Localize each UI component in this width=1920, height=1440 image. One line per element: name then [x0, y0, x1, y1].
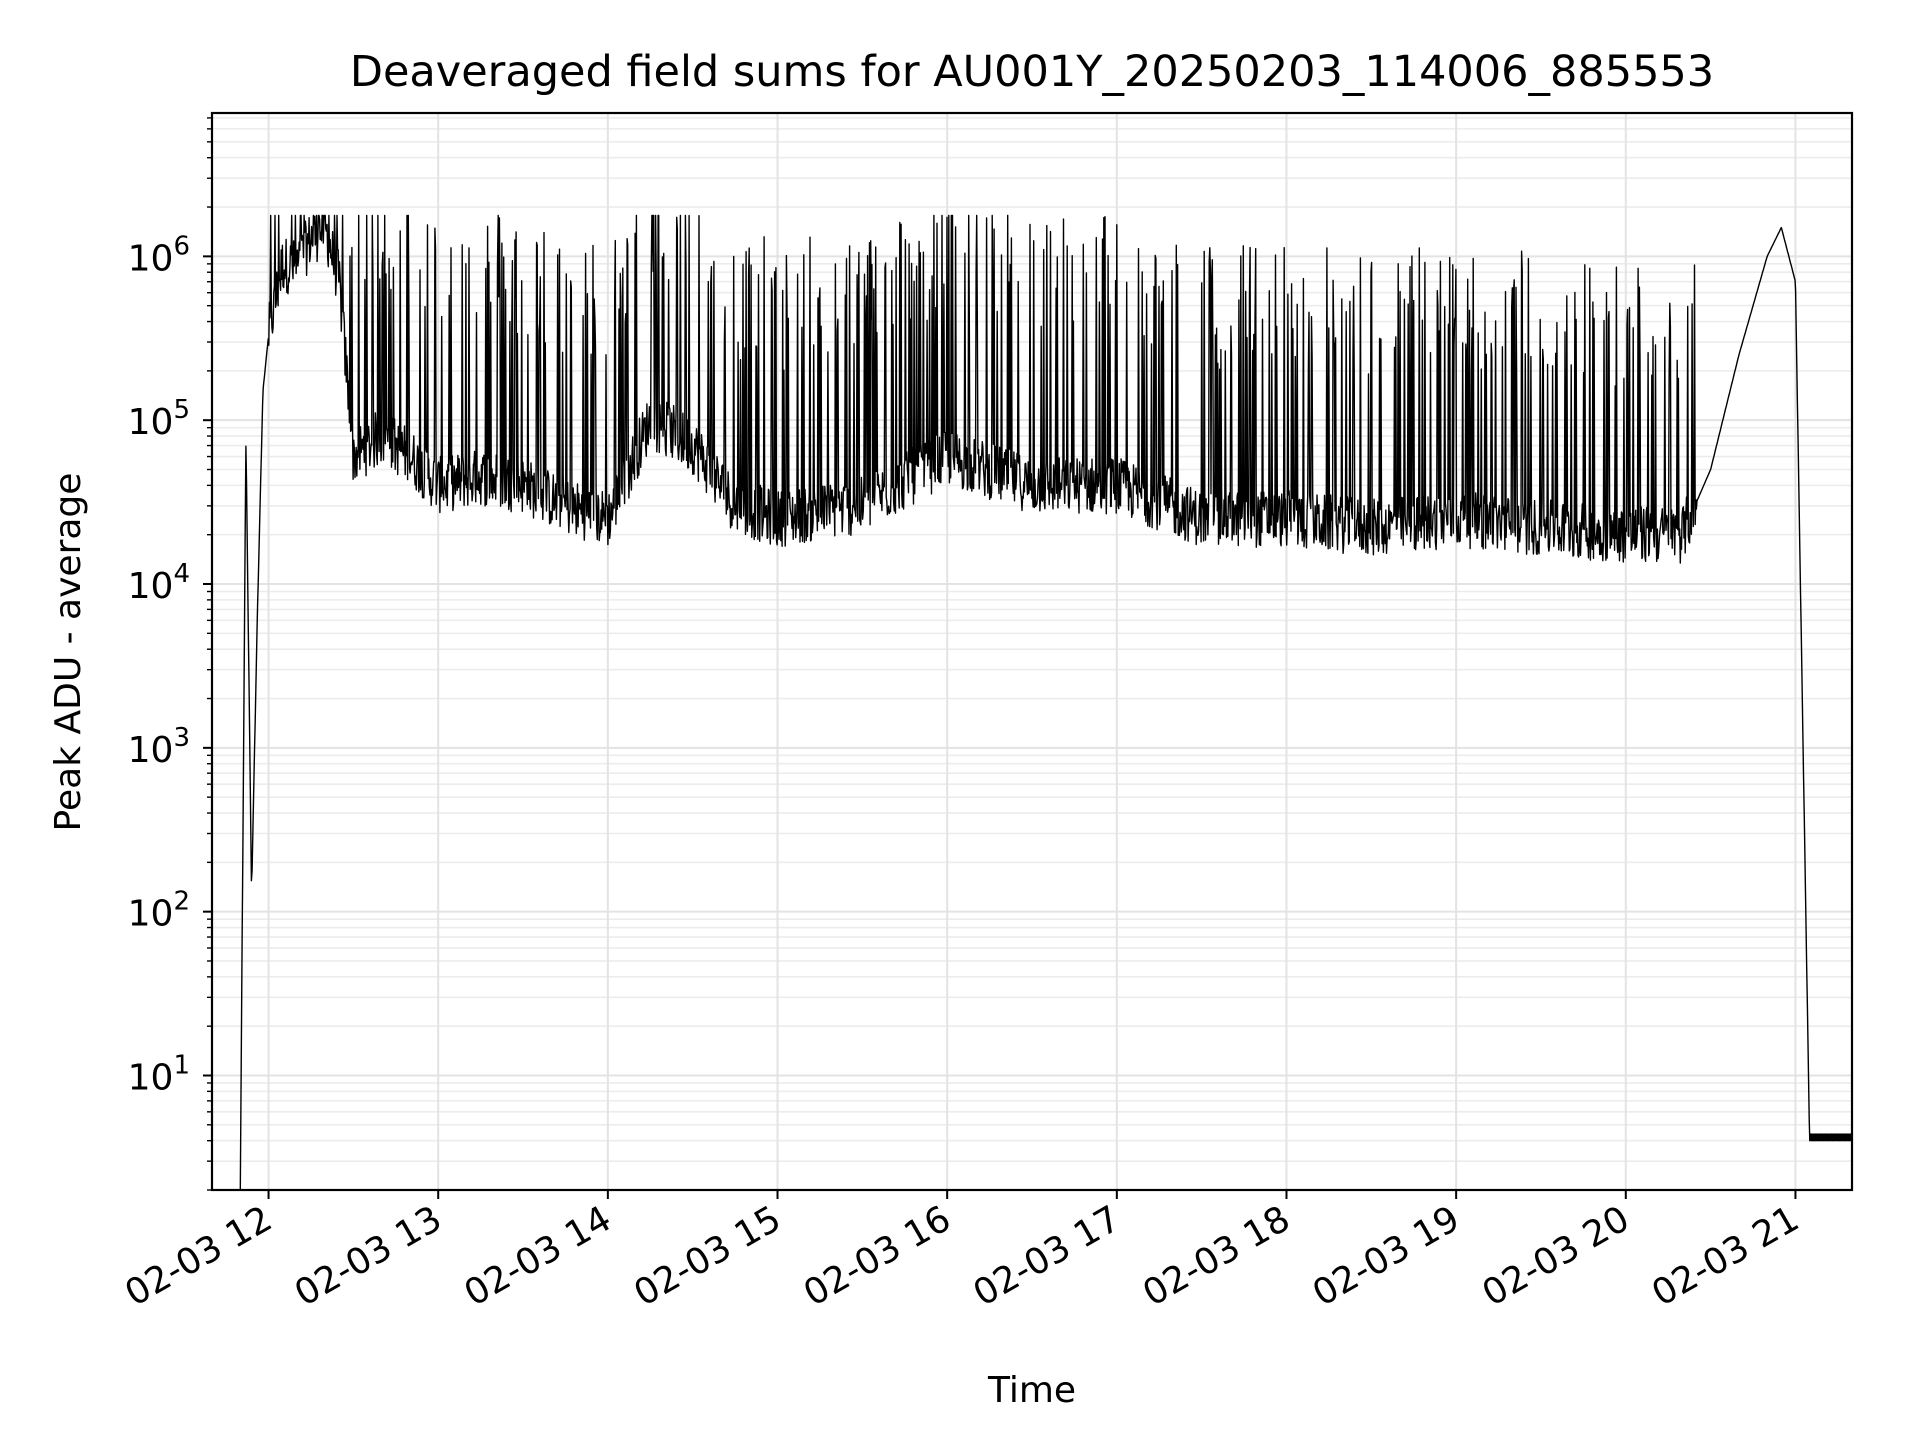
- x-tick-label: 02-03 13: [288, 1198, 449, 1314]
- x-tick-label: 02-03 12: [118, 1198, 279, 1314]
- y-tick-base: 10: [128, 730, 174, 771]
- plot-frame: [210, 111, 1854, 1192]
- x-tick-label: 02-03 21: [1645, 1198, 1806, 1314]
- y-tick-exponent: 3: [173, 723, 190, 753]
- y-tick-base: 10: [128, 894, 174, 935]
- x-tick-label: 02-03 15: [627, 1198, 788, 1314]
- x-axis-label: Time: [987, 1370, 1076, 1411]
- y-tick-base: 10: [128, 402, 174, 443]
- x-tick-label: 02-03 14: [458, 1198, 619, 1314]
- y-tick-label: 106: [128, 231, 190, 279]
- y-tick-exponent: 4: [173, 559, 190, 589]
- y-tick-exponent: 2: [173, 887, 190, 917]
- y-tick-label: 102: [128, 887, 190, 935]
- x-tick-label: 02-03 19: [1306, 1198, 1467, 1314]
- y-tick-label: 101: [128, 1050, 190, 1098]
- y-tick-label: 105: [128, 395, 190, 443]
- y-tick-base: 10: [128, 566, 174, 607]
- y-tick-label: 104: [128, 559, 190, 607]
- y-tick-label: 103: [128, 723, 190, 771]
- grid-layer: [212, 113, 1852, 1191]
- series-line-0: [239, 214, 1853, 1191]
- chart-title: Deaveraged field sums for AU001Y_2025020…: [350, 47, 1714, 97]
- y-tick-exponent: 1: [173, 1050, 190, 1080]
- y-tick-base: 10: [128, 1057, 174, 1098]
- x-tick-label: 02-03 16: [797, 1198, 958, 1314]
- x-tick-label: 02-03 20: [1476, 1198, 1637, 1314]
- x-tick-label: 02-03 18: [1136, 1198, 1297, 1314]
- y-tick-exponent: 6: [173, 231, 190, 261]
- x-tick-label: 02-03 17: [967, 1198, 1128, 1314]
- series-layer: [239, 214, 1853, 1191]
- y-axis-label: Peak ADU - average: [48, 473, 89, 832]
- y-tick-exponent: 5: [173, 395, 190, 425]
- y-tick-base: 10: [128, 238, 174, 279]
